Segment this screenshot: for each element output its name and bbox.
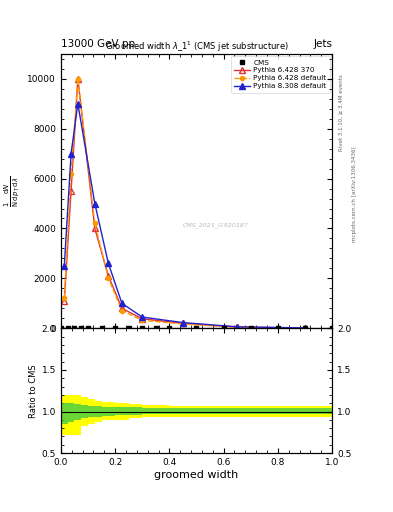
CMS (303, 325, 307, 331)
Pythia 8.308 default (303, 325, 307, 331)
Pythia 6.428 default (69, 170, 73, 177)
Text: CMS_2021_I1920187: CMS_2021_I1920187 (183, 223, 249, 228)
Pythia 6.428 370 (119, 305, 124, 311)
Legend: CMS, Pythia 6.428 370, Pythia 6.428 default, Pythia 8.308 default: CMS, Pythia 6.428 370, Pythia 6.428 defa… (231, 56, 330, 93)
Text: Rivet 3.1.10, ≥ 3.4M events: Rivet 3.1.10, ≥ 3.4M events (339, 74, 344, 151)
Pythia 8.308 default (69, 151, 73, 157)
CMS (221, 325, 226, 331)
CMS (275, 325, 280, 331)
Pythia 8.308 default (235, 324, 239, 330)
Pythia 6.428 370 (106, 273, 111, 279)
Text: Jets: Jets (313, 38, 332, 49)
Pythia 6.428 370 (92, 225, 97, 231)
Pythia 6.428 370 (140, 316, 145, 322)
CMS (153, 325, 158, 331)
CMS (126, 325, 131, 331)
Pythia 6.428 default (235, 324, 239, 330)
Pythia 8.308 default (140, 314, 145, 320)
CMS (79, 325, 84, 331)
Pythia 6.428 default (106, 275, 111, 282)
X-axis label: groomed width: groomed width (154, 470, 239, 480)
Pythia 6.428 370 (181, 321, 185, 327)
Line: Pythia 6.428 370: Pythia 6.428 370 (62, 76, 308, 331)
Pythia 8.308 default (181, 319, 185, 326)
Line: CMS: CMS (59, 327, 334, 330)
Pythia 6.428 default (119, 308, 124, 314)
CMS (65, 325, 70, 331)
Pythia 6.428 370 (75, 76, 80, 82)
CMS (59, 325, 63, 331)
CMS (140, 325, 145, 331)
Pythia 6.428 default (92, 220, 97, 226)
Pythia 6.428 default (62, 295, 67, 302)
CMS (248, 325, 253, 331)
Title: Groomed width $\lambda\_1^1$ (CMS jet substructure): Groomed width $\lambda\_1^1$ (CMS jet su… (105, 39, 288, 54)
Pythia 6.428 370 (303, 325, 307, 331)
CMS (194, 325, 199, 331)
Pythia 6.428 370 (62, 298, 67, 304)
Pythia 8.308 default (119, 300, 124, 306)
Pythia 8.308 default (106, 260, 111, 266)
Line: Pythia 6.428 default: Pythia 6.428 default (62, 77, 307, 330)
Pythia 6.428 default (181, 321, 185, 327)
Text: mcplots.cern.ch [arXiv:1306.3436]: mcplots.cern.ch [arXiv:1306.3436] (352, 147, 357, 242)
Pythia 6.428 370 (69, 188, 73, 194)
CMS (167, 325, 172, 331)
CMS (86, 325, 90, 331)
Pythia 6.428 default (140, 317, 145, 324)
Pythia 8.308 default (75, 100, 80, 107)
Y-axis label: $\frac{1}{\mathrm{N}}\frac{\mathrm{d}N}{\mathrm{d}\,p_T\,\mathrm{d}\,\lambda}$: $\frac{1}{\mathrm{N}}\frac{\mathrm{d}N}{… (2, 175, 22, 207)
CMS (330, 325, 334, 331)
Y-axis label: Ratio to CMS: Ratio to CMS (29, 364, 37, 417)
CMS (99, 325, 104, 331)
Pythia 8.308 default (92, 200, 97, 206)
Text: 13000 GeV pp: 13000 GeV pp (61, 38, 135, 49)
Pythia 6.428 default (303, 325, 307, 331)
CMS (113, 325, 118, 331)
CMS (72, 325, 77, 331)
Pythia 6.428 370 (235, 324, 239, 330)
Line: Pythia 8.308 default: Pythia 8.308 default (62, 101, 308, 331)
Pythia 6.428 default (75, 76, 80, 82)
Pythia 8.308 default (62, 263, 67, 269)
